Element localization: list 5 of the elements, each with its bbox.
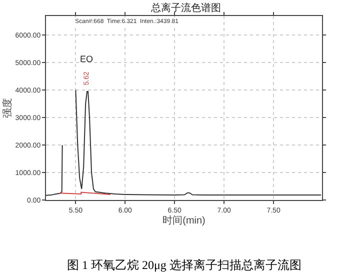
annotation: EO <box>80 54 94 64</box>
x-axis-title: 时间(min) <box>162 214 206 226</box>
caption: 图 1 环氧乙烷 20μg 选择离子扫描总离子流图 <box>67 258 302 272</box>
y-axis-title: 强度 <box>1 98 14 118</box>
chart-title: 总离子流色谱图 <box>150 2 221 14</box>
